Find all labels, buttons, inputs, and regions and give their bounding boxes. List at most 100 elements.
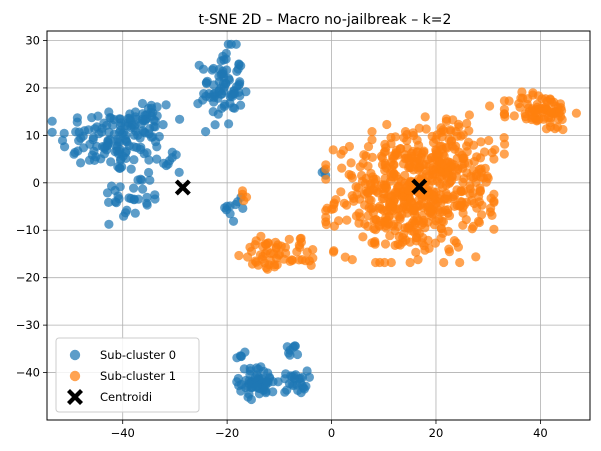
data-point — [552, 122, 563, 132]
data-point — [342, 215, 352, 225]
data-point — [385, 190, 395, 200]
data-point — [393, 183, 403, 193]
data-point — [97, 123, 107, 133]
data-point — [213, 109, 223, 119]
data-point — [408, 165, 419, 175]
data-point — [465, 181, 475, 191]
plot-frame — [46, 30, 591, 421]
data-point — [418, 160, 428, 170]
data-point — [429, 220, 439, 230]
data-point — [121, 130, 131, 140]
data-point — [280, 387, 290, 397]
data-point — [233, 64, 243, 74]
data-point — [150, 190, 160, 200]
series-0 — [47, 39, 331, 405]
data-point — [421, 124, 431, 134]
data-point — [105, 113, 115, 123]
data-point — [224, 119, 234, 129]
data-point — [142, 192, 152, 202]
data-point — [339, 198, 349, 208]
data-point — [336, 149, 346, 159]
data-point — [337, 163, 347, 173]
data-point — [104, 219, 114, 229]
data-point — [78, 143, 89, 153]
data-point — [47, 127, 57, 137]
data-point — [371, 174, 381, 184]
x-tick-label: −20 — [215, 426, 239, 440]
data-point — [455, 257, 465, 268]
data-point — [371, 257, 381, 268]
data-point — [489, 224, 499, 234]
data-point — [386, 172, 396, 182]
data-point — [522, 99, 533, 110]
data-point — [499, 133, 509, 143]
data-point — [464, 110, 474, 120]
data-point — [135, 144, 146, 155]
data-point — [308, 245, 318, 255]
data-point — [114, 114, 124, 124]
data-point — [402, 143, 412, 153]
data-point — [250, 256, 260, 266]
data-point — [110, 197, 120, 207]
data-point — [405, 237, 415, 247]
data-point — [462, 141, 472, 151]
data-point — [500, 112, 510, 122]
legend-label: Sub-cluster 1 — [100, 369, 176, 383]
y-tick-label: −30 — [16, 318, 40, 332]
data-point — [486, 193, 496, 203]
axis-ticks: −40 −20 0 20 40 −40 −30 −20 −10 0 10 20 30 — [16, 33, 548, 440]
data-point — [164, 156, 175, 166]
data-point — [352, 189, 362, 199]
data-point — [474, 217, 484, 228]
data-point — [444, 244, 454, 254]
data-point — [104, 197, 114, 207]
data-point — [532, 116, 542, 126]
data-point — [231, 39, 241, 49]
data-point — [358, 232, 368, 242]
data-point — [371, 186, 381, 196]
data-point — [72, 113, 82, 123]
data-point — [407, 153, 417, 163]
data-point — [357, 176, 368, 186]
data-point — [414, 228, 424, 238]
legend-label: Centroidi — [100, 390, 152, 404]
data-point — [437, 132, 447, 142]
data-point — [477, 210, 487, 220]
data-point — [210, 120, 220, 130]
data-point — [423, 187, 433, 197]
data-point — [369, 238, 380, 248]
data-point — [346, 158, 356, 168]
data-point — [110, 185, 120, 196]
data-point — [363, 211, 373, 221]
centroid-markers — [174, 178, 428, 196]
data-point — [340, 252, 350, 262]
data-point — [404, 223, 414, 233]
data-point — [440, 168, 450, 178]
data-point — [129, 122, 139, 133]
data-point — [292, 247, 302, 257]
data-point — [515, 102, 525, 112]
data-point — [218, 51, 228, 61]
data-point — [452, 153, 462, 163]
data-point — [397, 210, 407, 220]
data-point — [88, 132, 98, 143]
data-point — [202, 76, 212, 86]
data-point — [138, 184, 148, 194]
y-tick-label: −10 — [16, 223, 40, 237]
data-point — [239, 364, 249, 374]
data-point — [396, 144, 406, 154]
data-point — [354, 208, 364, 218]
data-point — [236, 100, 246, 110]
data-point — [47, 116, 57, 126]
data-point — [421, 169, 432, 179]
data-point — [436, 123, 446, 133]
data-point — [270, 262, 280, 272]
data-point — [221, 205, 231, 215]
data-point — [334, 216, 344, 226]
data-point — [471, 169, 482, 179]
data-point — [281, 248, 291, 258]
data-point — [133, 194, 143, 204]
data-point — [405, 257, 415, 268]
data-point — [234, 250, 244, 261]
series-1 — [234, 87, 582, 274]
